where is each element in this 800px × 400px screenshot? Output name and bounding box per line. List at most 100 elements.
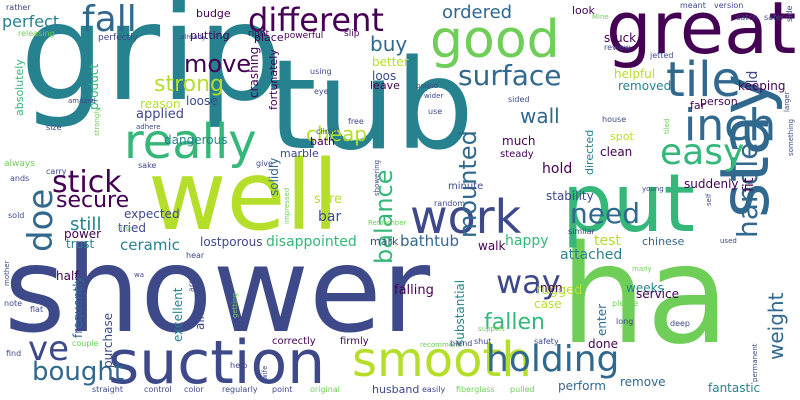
cloud-word: done (588, 337, 618, 351)
cloud-word: shower (4, 221, 431, 359)
cloud-word: ve (28, 329, 70, 369)
cloud-word: jetted (650, 51, 674, 60)
cloud-word: leave (370, 79, 400, 92)
cloud-word: safety (534, 337, 559, 346)
cloud-word: random (434, 199, 466, 208)
cloud-word: stuck (604, 31, 637, 45)
cloud-word: ands (10, 174, 30, 183)
cloud-word: half (56, 269, 79, 283)
cloud-word: blend (450, 339, 473, 348)
cloud-word: Mine (592, 13, 609, 21)
cloud-word: frequently (71, 276, 85, 338)
cloud-word: used (720, 237, 737, 245)
cloud-word: right (248, 29, 270, 39)
cloud-word: put (562, 157, 695, 250)
cloud-word: fiberglass (456, 385, 495, 394)
cloud-word: note (4, 299, 23, 308)
cloud-word: give (256, 159, 273, 168)
cloud-word: point (272, 385, 293, 394)
cloud-word: weight (764, 292, 788, 360)
cloud-word: case (534, 297, 562, 311)
cloud-word: fit (741, 177, 757, 192)
cloud-word: falling (394, 283, 434, 298)
cloud-word: rugged (536, 283, 583, 298)
cloud-word: easily (422, 385, 446, 394)
cloud-word: really (124, 114, 257, 170)
cloud-word: color (184, 385, 204, 394)
cloud-word: ordered (442, 2, 513, 23)
cloud-word: help (230, 361, 248, 370)
cloud-word: larger (783, 91, 791, 112)
cloud-word: good (430, 10, 560, 70)
cloud-word: adhere (136, 123, 161, 131)
cloud-word: similar (568, 227, 595, 236)
cloud-word: ceramic (120, 236, 180, 254)
cloud-word: person (700, 95, 738, 108)
cloud-word: powerful (284, 31, 324, 41)
cloud-word: perfectly (98, 33, 138, 43)
cloud-word: purchase (101, 312, 115, 368)
cloud-word: recommend (420, 341, 462, 349)
cloud-word: correctly (272, 336, 316, 347)
cloud-word: fantastic (708, 381, 761, 395)
cloud-word: steady (500, 149, 534, 160)
cloud-word: service (636, 287, 679, 301)
cloud-word: releasing (18, 29, 55, 38)
cloud-word: bar (318, 209, 342, 225)
cloud-word: hold (542, 161, 573, 177)
cloud-word: strong (154, 72, 225, 97)
cloud-word: fortunately (267, 49, 280, 110)
cloud-word: tub (268, 34, 474, 178)
cloud-word: perform (558, 379, 606, 393)
cloud-word: directed (583, 129, 596, 175)
cloud-word: well (148, 140, 339, 252)
cloud-word: much (502, 134, 536, 148)
cloud-word: enter (595, 303, 609, 336)
cloud-word: carry (46, 167, 67, 176)
cloud-word: sided (508, 95, 530, 104)
cloud-word: lostporous (200, 235, 263, 249)
cloud-word: many (632, 265, 652, 273)
cloud-word: sold (8, 211, 25, 220)
cloud-word: fallen (484, 310, 545, 335)
cloud-word: area (187, 274, 196, 292)
cloud-word: stick (52, 165, 122, 200)
cloud-word: slip (344, 29, 360, 39)
cloud-word: size (46, 123, 62, 132)
cloud-word: mother (3, 260, 11, 286)
cloud-word: helpful (614, 67, 656, 81)
cloud-word: weeks (626, 281, 664, 295)
cloud-word: strongly (93, 107, 101, 136)
cloud-word: sake (138, 161, 157, 170)
cloud-word: firmly (340, 336, 369, 347)
cloud-word: power (64, 227, 102, 241)
cloud-word: house (602, 115, 627, 124)
cloud-word: secure (56, 188, 130, 213)
cloud-word: test (594, 233, 621, 249)
cloud-word: suction (108, 328, 326, 398)
cloud-word: need (570, 197, 640, 230)
cloud-word: move (184, 50, 252, 78)
cloud-word: substantial (453, 279, 467, 346)
cloud-word: place (254, 31, 284, 44)
cloud-word: non (540, 281, 563, 295)
cloud-word: work (410, 190, 522, 244)
cloud-word: great (606, 0, 797, 70)
cloud-word: marble (280, 147, 319, 160)
cloud-word: version (714, 1, 744, 10)
cloud-word: pulled (510, 385, 535, 394)
cloud-word: review (604, 43, 631, 52)
cloud-word: use (428, 107, 443, 116)
cloud-word: crashing (247, 46, 261, 98)
cloud-word: control (144, 385, 172, 394)
cloud-word: perfect (2, 12, 60, 31)
cloud-word: using (310, 67, 332, 76)
cloud-word: happy (505, 233, 549, 249)
cloud-word: loos (372, 69, 397, 83)
cloud-word: putting (190, 29, 230, 42)
cloud-word: hear (186, 251, 205, 260)
cloud-word: safer (764, 13, 785, 22)
cloud-word: doe (21, 188, 61, 252)
cloud-word: catch (736, 13, 758, 22)
cloud-word: keeping (738, 79, 786, 93)
